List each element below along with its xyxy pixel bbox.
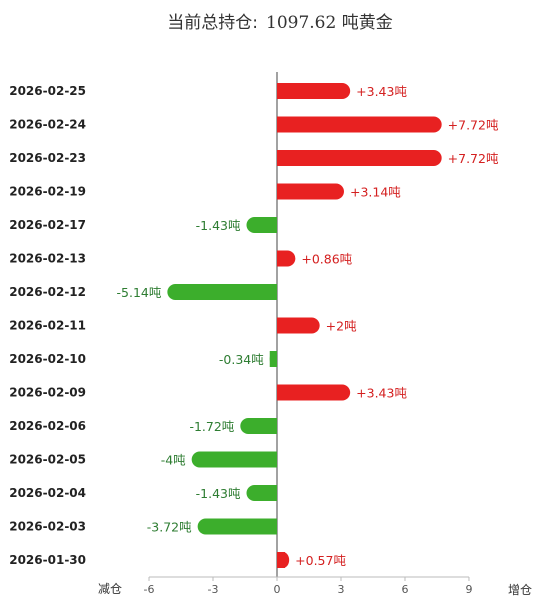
data-label: -4吨	[161, 453, 186, 468]
category-label: 2026-02-10	[9, 352, 86, 366]
data-label: -5.14吨	[117, 285, 162, 300]
bar-base	[277, 384, 285, 401]
data-label: +2吨	[326, 319, 357, 334]
category-label: 2026-02-12	[9, 285, 86, 299]
bar	[277, 384, 351, 401]
data-label: -0.34吨	[219, 352, 264, 367]
bar	[167, 284, 277, 300]
category-label: 2026-02-23	[9, 151, 86, 165]
bar-base	[269, 418, 277, 434]
bar-base	[269, 351, 277, 367]
x-axis-label-right: 增仓	[508, 583, 532, 597]
bar-base	[269, 217, 277, 233]
bar-base	[277, 552, 285, 568]
x-axis-label-left: 减仓	[98, 582, 122, 596]
title-label: 当前总持仓:	[167, 13, 259, 33]
x-tick-label: -6	[144, 583, 155, 596]
category-label: 2026-02-17	[9, 218, 86, 232]
category-label: 2026-02-06	[9, 419, 86, 433]
category-label: 2026-02-13	[9, 252, 86, 266]
bar-base	[277, 150, 285, 166]
data-label: +3.43吨	[356, 386, 407, 401]
data-label: -1.72吨	[189, 419, 234, 434]
category-label: 2026-02-03	[9, 520, 86, 534]
data-label: +0.57吨	[295, 553, 346, 568]
bar	[277, 83, 351, 99]
data-label: -3.72吨	[147, 520, 192, 535]
bar-base	[277, 116, 285, 133]
data-label: +3.43吨	[356, 84, 407, 99]
data-label: -1.43吨	[196, 218, 241, 233]
bar-base	[269, 485, 277, 501]
bar	[277, 317, 320, 334]
category-label: 2026-02-11	[9, 319, 86, 333]
data-label: +7.72吨	[448, 118, 499, 133]
x-tick-label: 3	[337, 583, 344, 596]
bar-base	[277, 183, 285, 200]
category-label: 2026-02-05	[9, 453, 86, 467]
bar-base	[269, 284, 277, 300]
x-tick-label: -3	[208, 583, 219, 596]
bar	[277, 116, 442, 133]
category-label: 2026-02-09	[9, 386, 86, 400]
data-label: +0.86吨	[301, 252, 352, 267]
bar-base	[269, 518, 277, 535]
category-label: 2026-02-25	[9, 84, 86, 98]
bar	[240, 418, 277, 434]
category-label: 2026-01-30	[9, 553, 86, 567]
bar-base	[277, 250, 285, 267]
bar-base	[277, 83, 285, 99]
chart-title: 当前总持仓: 1097.62 吨黄金	[0, 8, 560, 33]
x-tick-label: 0	[274, 583, 281, 596]
bar-base	[269, 451, 277, 468]
data-label: +3.14吨	[350, 185, 401, 200]
title-value: 1097.62 吨黄金	[266, 13, 393, 33]
category-label: 2026-02-24	[9, 118, 86, 132]
bar	[277, 150, 442, 166]
category-label: 2026-02-19	[9, 185, 86, 199]
bar-base	[277, 317, 285, 334]
x-tick-label: 9	[465, 583, 472, 596]
bar	[197, 518, 277, 535]
data-label: -1.43吨	[196, 486, 241, 501]
data-label: +7.72吨	[448, 151, 499, 166]
bar	[277, 183, 344, 200]
category-label: 2026-02-04	[9, 486, 86, 500]
x-tick-label: 6	[401, 583, 408, 596]
bar	[191, 451, 277, 468]
